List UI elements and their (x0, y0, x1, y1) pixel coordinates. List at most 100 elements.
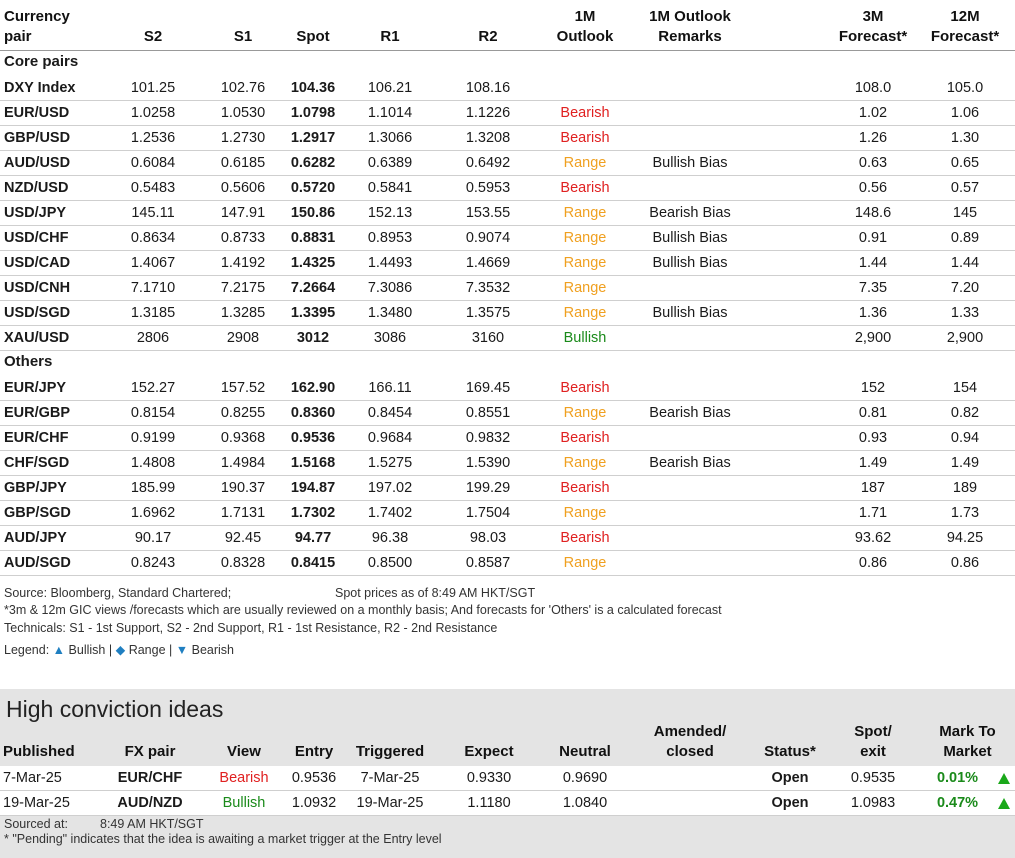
cell-outlook: Bearish (560, 105, 610, 121)
cell-spot: 194.87 (290, 480, 336, 496)
cell-outlook: Range (563, 455, 607, 471)
cell-f3: 7.35 (858, 280, 888, 296)
cell-r1: 1.3066 (367, 130, 413, 146)
cell-f12: 0.82 (950, 405, 980, 421)
cell-outlook: Bearish (560, 480, 610, 496)
cell-remark (630, 551, 750, 575)
cell-remark: Bearish Bias (649, 205, 731, 221)
cell-r1: 1.7402 (367, 505, 413, 521)
cell-f3: 1.36 (858, 305, 888, 321)
header-s2: S2 (143, 28, 163, 45)
cell-r1: 0.8500 (367, 555, 413, 571)
cell-s1: 7.2175 (220, 280, 266, 296)
table-row: EUR/CHF 0.9199 0.9368 0.9536 0.9684 0.9832 Bea… (0, 426, 1015, 451)
table-row: DXY Index 101.25 102.76 104.36 106.21 108.16 1… (0, 76, 1015, 101)
legend-separator: | (169, 643, 173, 657)
cell-remark (630, 376, 750, 400)
source-note: Source: Bloomberg, Standard Chartered; (4, 586, 232, 600)
cell-f12: 0.94 (950, 430, 980, 446)
table-row: GBP/SGD 1.6962 1.7131 1.7302 1.7402 1.7504 Ran… (0, 501, 1015, 526)
cell-s1: 1.7131 (220, 505, 266, 521)
hc-title: High conviction ideas (6, 696, 224, 722)
legend: Legend: ▲ Bullish | ◆ Range | ▼ Bearish (4, 642, 234, 659)
cell-remark: Bullish Bias (652, 255, 728, 271)
hc-cell-status: Open (771, 795, 809, 811)
cell-spot: 0.8360 (290, 405, 336, 421)
cell-r2: 0.6492 (465, 155, 511, 171)
cell-spot: 0.8415 (290, 555, 336, 571)
hc-cell-neutral: 0.9690 (562, 770, 608, 786)
cell-r1: 1.3480 (367, 305, 413, 321)
technicals-note: Technicals: S1 - 1st Support, S2 - 2nd S… (4, 621, 498, 635)
hc-cell-published: 19-Mar-25 (3, 795, 70, 811)
sourced-label: Sourced at: (4, 817, 68, 831)
cell-outlook: Range (563, 305, 607, 321)
cell-pair: EUR/CHF (4, 430, 69, 446)
header-1m-outlook: 1M Outlook (556, 8, 614, 45)
cell-s1: 2908 (226, 330, 260, 346)
cell-remark (630, 101, 750, 125)
section-others: Others (4, 353, 53, 370)
cell-r2: 199.29 (465, 480, 511, 496)
cell-f12: 189 (952, 480, 978, 496)
cell-f12: 1.06 (950, 105, 980, 121)
cell-f12: 154 (952, 380, 978, 396)
cell-outlook: Range (563, 555, 607, 571)
cell-r1: 7.3086 (367, 280, 413, 296)
cell-f3: 148.6 (854, 205, 892, 221)
spot-time-note: Spot prices as of 8:49 AM HKT/SGT (335, 586, 536, 600)
cell-s1: 1.0530 (220, 105, 266, 121)
cell-pair: USD/CHF (4, 230, 69, 246)
table-row: AUD/USD 0.6084 0.6185 0.6282 0.6389 0.6492 Ran… (0, 151, 1015, 176)
section-core-pairs: Core pairs (4, 53, 79, 70)
cell-r2: 0.8587 (465, 555, 511, 571)
cell-outlook: Range (563, 280, 607, 296)
cell-r2: 0.9832 (465, 430, 511, 446)
table-row: GBP/JPY 185.99 190.37 194.87 197.02 199.29 Bea… (0, 476, 1015, 501)
legend-range-icon: ◆ (115, 643, 126, 657)
cell-f3: 108.0 (854, 80, 892, 96)
header-12m-forecast: 12M Forecast* (930, 8, 1000, 45)
cell-f12: 1.49 (950, 455, 980, 471)
cell-f12: 0.89 (950, 230, 980, 246)
legend-bullish-icon: ▲ (52, 643, 66, 657)
hc-cell-triggered: 7-Mar-25 (360, 770, 420, 786)
cell-outlook: Range (563, 230, 607, 246)
legend-separator: | (108, 643, 113, 657)
cell-spot: 0.8831 (290, 230, 336, 246)
cell-r1: 0.6389 (367, 155, 413, 171)
cell-spot: 3012 (296, 330, 330, 346)
cell-r2: 1.3208 (465, 130, 511, 146)
cell-pair: EUR/USD (4, 105, 70, 121)
cell-f3: 1.71 (858, 505, 888, 521)
cell-remark: Bullish Bias (652, 230, 728, 246)
cell-s2: 1.6962 (130, 505, 176, 521)
cell-s2: 0.5483 (130, 180, 176, 196)
hc-cell-triggered: 19-Mar-25 (356, 795, 424, 811)
up-arrow-icon (998, 798, 1010, 809)
legend-bearish-label: Bearish (191, 643, 234, 657)
cell-pair: USD/CNH (4, 280, 71, 296)
hc-header-pair: FX pair (124, 743, 176, 760)
cell-s2: 0.6084 (130, 155, 176, 171)
up-arrow-icon (998, 773, 1010, 784)
table-row: EUR/JPY 152.27 157.52 162.90 166.11 169.45 Bea… (0, 376, 1015, 401)
hc-cell-published: 7-Mar-25 (3, 770, 62, 786)
cell-outlook: Bearish (560, 180, 610, 196)
cell-pair: USD/CAD (4, 255, 71, 271)
cell-f12: 1.44 (950, 255, 980, 271)
hc-cell-expect: 0.9330 (466, 770, 512, 786)
cell-s1: 147.91 (220, 205, 266, 221)
cell-r1: 1.4493 (367, 255, 413, 271)
cell-s2: 1.4808 (130, 455, 176, 471)
cell-r2: 0.5953 (465, 180, 511, 196)
cell-s2: 0.8243 (130, 555, 176, 571)
cell-r2: 3160 (471, 330, 505, 346)
cell-s2: 1.0258 (130, 105, 176, 121)
legend-bullish-label: Bullish (68, 643, 106, 657)
cell-r1: 197.02 (367, 480, 413, 496)
cell-pair: NZD/USD (4, 180, 69, 196)
cell-r1: 96.38 (371, 530, 409, 546)
cell-r2: 1.4669 (465, 255, 511, 271)
cell-s2: 1.3185 (130, 305, 176, 321)
